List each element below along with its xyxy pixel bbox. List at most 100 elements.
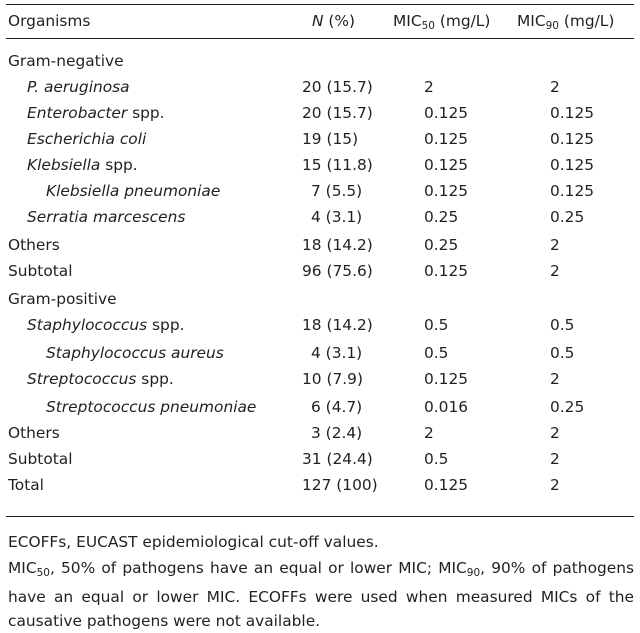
cell-n: 20 (15.7) [302, 78, 373, 96]
table-row: P. aeruginosa 20 (15.7) 2 2 [0, 74, 640, 100]
cell-mic50: 0.25 [424, 208, 459, 226]
header-n-label: N [312, 12, 324, 30]
cell-organism-suffix: spp. [127, 104, 165, 122]
table-row-others: Others 18 (14.2) 0.25 2 [0, 232, 640, 258]
cell-mic90: 2 [550, 424, 560, 442]
footnote-mic90-prefix: MIC [438, 559, 467, 577]
header-n-percent: N (%) [312, 8, 355, 34]
cell-organism: Staphylococcus aureus [46, 344, 224, 362]
cell-mic50: 0.125 [424, 182, 469, 200]
cell-mic50: 2 [424, 424, 434, 442]
table-row-gram-positive: Gram-positive [0, 286, 640, 312]
table-row: Escherichia coli 19 (15) 0.125 0.125 [0, 126, 640, 152]
footnote-mic50-sub: 50 [36, 567, 50, 579]
cell-n: 4 (3.1) [311, 208, 363, 226]
cell-mic50: 0.125 [424, 476, 469, 494]
header-mic50-sub: 50 [421, 20, 435, 32]
cell-n: 10 (7.9) [302, 370, 363, 388]
cell-mic50: 0.5 [424, 450, 449, 468]
cell-organism: Subtotal [8, 450, 73, 468]
cell-mic50: 0.125 [424, 156, 469, 174]
table-row-others: Others 3 (2.4) 2 2 [0, 420, 640, 446]
table-row: Serratia marcescens 4 (3.1) 0.25 0.25 [0, 204, 640, 230]
cell-organism-genus: Staphylococcus [27, 316, 148, 334]
cell-n: 18 (14.2) [302, 236, 373, 254]
cell-mic50: 0.125 [424, 104, 469, 122]
cell-organism-genus: Klebsiella [27, 156, 101, 174]
cell-mic90: 0.125 [550, 104, 595, 122]
cell-mic90: 0.25 [550, 398, 585, 416]
cell-mic90: 0.5 [550, 344, 575, 362]
cell-mic90: 2 [550, 262, 560, 280]
cell-organism: P. aeruginosa [27, 78, 130, 96]
cell-mic50: 2 [424, 78, 434, 96]
table-row: Klebsiella spp. 15 (11.8) 0.125 0.125 [0, 152, 640, 178]
cell-n: 15 (11.8) [302, 156, 373, 174]
header-rule [6, 38, 634, 39]
header-mic90-sub: 90 [545, 20, 559, 32]
footnote-ecoff-text: ECOFFs, EUCAST epidemiological cut-off v… [8, 533, 379, 551]
cell-mic90: 2 [550, 370, 560, 388]
cell-organism-suffix: spp. [136, 370, 174, 388]
header-mic90-prefix: MIC [517, 12, 546, 30]
cell-organism-genus: Streptococcus [27, 370, 137, 388]
table-row-gram-negative: Gram-negative [0, 48, 640, 74]
cell-mic90: 0.125 [550, 130, 595, 148]
table-row-subtotal: Subtotal 31 (24.4) 0.5 2 [0, 446, 640, 472]
cell-organism: Total [8, 476, 44, 494]
table-row: Staphylococcus spp. 18 (14.2) 0.5 0.5 [0, 312, 640, 338]
table-row-total: Total 127 (100) 0.125 2 [0, 472, 640, 498]
cell-mic50: 0.125 [424, 370, 469, 388]
cell-mic50: 0.125 [424, 130, 469, 148]
cell-organism: Others [8, 424, 60, 442]
table-row-subtotal: Subtotal 96 (75.6) 0.125 2 [0, 258, 640, 284]
header-mic90-unit: (mg/L) [558, 12, 615, 30]
footnote-mic: MIC50, 50% of pathogens have an equal or… [8, 556, 634, 633]
cell-organism: Klebsiella spp. [27, 152, 138, 178]
footnote-mic90-text: , 90% of pathogens have an equal or lowe… [8, 559, 634, 630]
cell-n: 6 (4.7) [311, 398, 363, 416]
cell-organism: Streptococcus spp. [27, 366, 174, 392]
cell-n: 3 (2.4) [311, 424, 363, 442]
cell-n: 96 (75.6) [302, 262, 373, 280]
table-header: Organisms N (%) MIC50 (mg/L) MIC90 (mg/L… [0, 8, 640, 34]
cell-mic50: 0.5 [424, 344, 449, 362]
table-row: Streptococcus spp. 10 (7.9) 0.125 2 [0, 366, 640, 392]
cell-mic90: 2 [550, 78, 560, 96]
cell-organism: Subtotal [8, 262, 73, 280]
cell-mic90: 2 [550, 450, 560, 468]
cell-mic50: 0.016 [424, 398, 469, 416]
cell-n: 127 (100) [302, 476, 378, 494]
cell-mic50: 0.25 [424, 236, 459, 254]
footnote-mic50-prefix: MIC [8, 559, 37, 577]
cell-mic90: 0.25 [550, 208, 585, 226]
table-row: Klebsiella pneumoniae 7 (5.5) 0.125 0.12… [0, 178, 640, 204]
cell-n: 31 (24.4) [302, 450, 373, 468]
cell-organism: Gram-negative [8, 52, 124, 70]
cell-mic90: 2 [550, 236, 560, 254]
table-row: Enterobacter spp. 20 (15.7) 0.125 0.125 [0, 100, 640, 126]
header-organisms: Organisms [8, 12, 91, 30]
cell-n: 19 (15) [302, 130, 359, 148]
cell-n: 7 (5.5) [311, 182, 363, 200]
header-mic90: MIC90 (mg/L) [517, 8, 614, 39]
cell-organism-suffix: spp. [100, 156, 138, 174]
header-mic50: MIC50 (mg/L) [393, 8, 490, 39]
cell-organism: Streptococcus pneumoniae [46, 398, 257, 416]
header-pct-label: (%) [323, 12, 356, 30]
cell-mic90: 0.125 [550, 156, 595, 174]
cell-organism: Gram-positive [8, 290, 117, 308]
cell-organism: Staphylococcus spp. [27, 312, 184, 338]
table-row: Streptococcus pneumoniae 6 (4.7) 0.016 0… [0, 394, 640, 420]
footnote-mic90-sub: 90 [466, 567, 481, 579]
footnote-ecoff: ECOFFs, EUCAST epidemiological cut-off v… [8, 530, 634, 554]
footnote-mic50-text: , 50% of pathogens have an equal or lowe… [49, 559, 439, 577]
cell-organism: Others [8, 236, 60, 254]
cell-organism-genus: Enterobacter [27, 104, 128, 122]
cell-organism: Escherichia coli [27, 130, 147, 148]
header-mic50-unit: (mg/L) [434, 12, 491, 30]
cell-mic50: 0.125 [424, 262, 469, 280]
cell-mic90: 0.5 [550, 316, 575, 334]
cell-n: 20 (15.7) [302, 104, 373, 122]
cell-mic90: 0.125 [550, 182, 595, 200]
